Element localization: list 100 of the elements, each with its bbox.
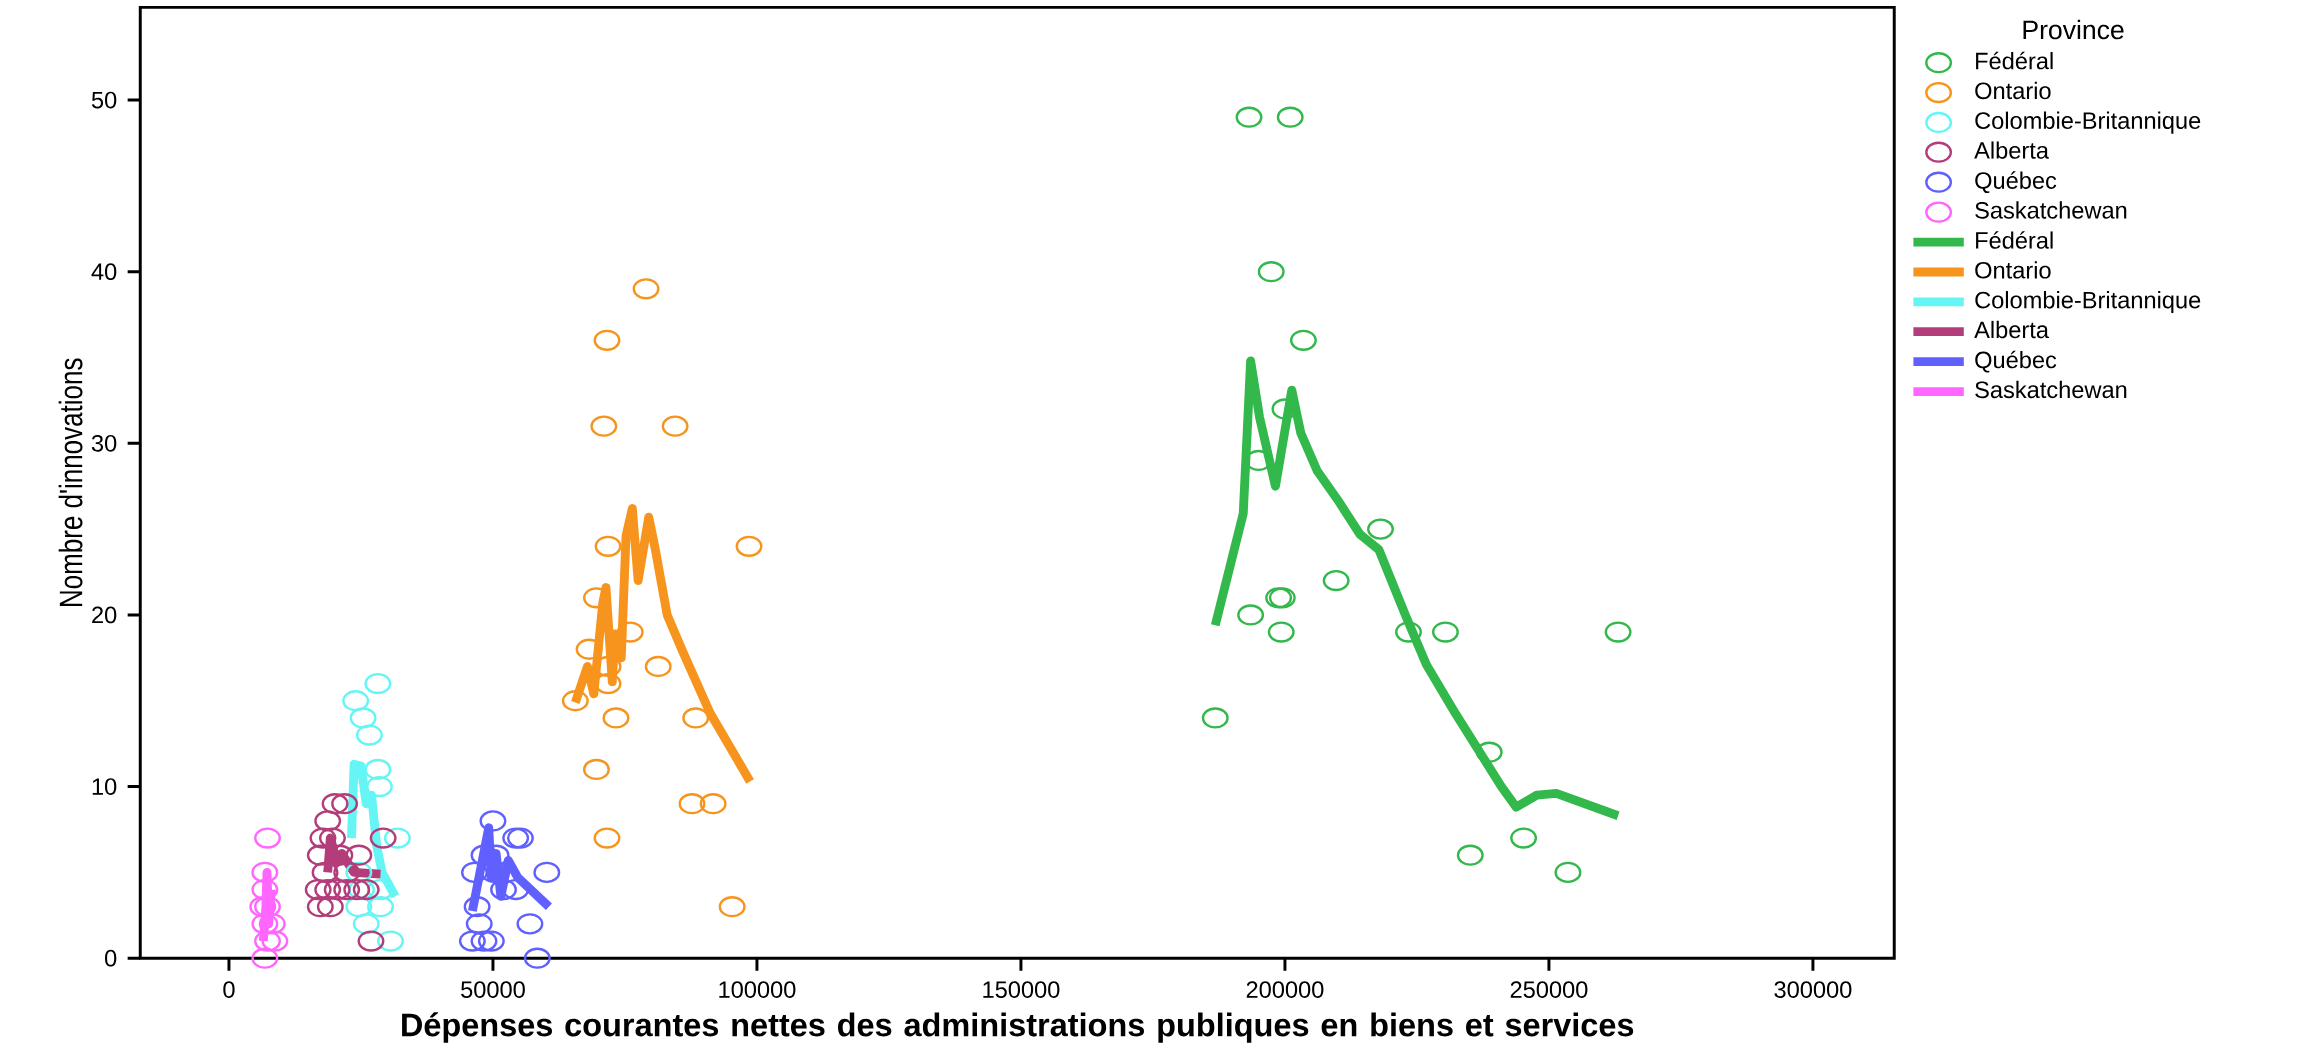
point xyxy=(461,861,488,884)
point xyxy=(342,690,370,712)
point xyxy=(602,707,630,729)
legend-label: Fédéral xyxy=(1976,231,2053,249)
point xyxy=(502,879,530,901)
point xyxy=(343,879,371,901)
point xyxy=(699,793,727,815)
legend-label: Saskatchewan xyxy=(1975,380,2127,399)
x-axis-title: Dépenses courantes nettes des administrations publiques en biens et services xyxy=(402,1012,1634,1044)
point xyxy=(254,827,281,849)
legend-title: Province xyxy=(2023,19,2124,40)
point xyxy=(682,707,710,729)
x-tick-label: 50000 xyxy=(461,981,525,999)
point xyxy=(261,930,289,952)
point xyxy=(251,913,279,935)
point xyxy=(1367,518,1394,540)
point xyxy=(377,930,404,952)
point xyxy=(364,758,392,781)
point xyxy=(345,861,373,884)
point xyxy=(644,656,672,678)
point xyxy=(364,673,392,695)
point xyxy=(365,776,393,798)
y-tick-label: 30 xyxy=(91,435,117,452)
point xyxy=(479,810,507,832)
point xyxy=(254,930,281,952)
y-axis-title: Nombre d'innovations xyxy=(58,358,83,607)
point xyxy=(367,896,394,918)
point xyxy=(304,879,332,901)
point xyxy=(258,913,286,935)
point xyxy=(348,879,375,901)
point xyxy=(1456,844,1484,867)
point xyxy=(1431,621,1459,643)
point xyxy=(318,827,346,849)
point xyxy=(463,896,491,918)
point xyxy=(321,793,349,815)
y-tick-label: 20 xyxy=(92,606,117,624)
point xyxy=(1276,106,1304,129)
point xyxy=(516,913,544,935)
y-tick-label: 10 xyxy=(92,778,117,796)
point xyxy=(1201,707,1229,729)
point xyxy=(632,278,660,300)
point xyxy=(369,827,397,849)
point xyxy=(367,879,394,901)
x-tick-label: 100000 xyxy=(719,981,796,999)
legend-label: Alberta xyxy=(1974,321,2049,339)
point xyxy=(735,535,763,558)
x-tick-label: 250000 xyxy=(1510,981,1588,999)
point xyxy=(251,879,279,901)
point xyxy=(254,896,281,918)
legend-label: Colombie-Britannique xyxy=(1975,291,2201,314)
point xyxy=(345,844,373,867)
legend-label: Fédéral xyxy=(1976,51,2053,70)
point xyxy=(616,621,644,643)
point xyxy=(718,896,746,918)
point xyxy=(533,861,561,884)
point xyxy=(593,827,621,849)
point xyxy=(1322,570,1350,592)
point xyxy=(1604,621,1632,643)
point xyxy=(1267,621,1295,643)
legend-label: Québec xyxy=(1975,350,2057,373)
point xyxy=(470,930,498,952)
point xyxy=(333,861,361,884)
point xyxy=(1475,741,1503,764)
legend-label: Colombie-Britannique xyxy=(1975,111,2201,134)
point xyxy=(661,415,689,437)
point xyxy=(314,879,342,901)
point xyxy=(490,879,517,901)
point xyxy=(594,535,622,558)
point xyxy=(1289,329,1317,352)
point xyxy=(323,879,351,901)
point xyxy=(349,707,377,729)
point xyxy=(251,861,279,884)
legend-label: Saskatchewan xyxy=(1975,201,2127,219)
point xyxy=(249,896,277,918)
point xyxy=(309,827,337,849)
y-tick-label: 50 xyxy=(91,91,117,109)
point xyxy=(1395,621,1422,643)
point xyxy=(477,930,505,952)
point xyxy=(333,879,361,901)
point xyxy=(316,896,344,918)
x-tick-label: 200000 xyxy=(1246,981,1324,999)
point xyxy=(1237,604,1265,626)
point xyxy=(523,947,551,970)
x-tick-label: 300000 xyxy=(1774,981,1852,999)
point xyxy=(331,793,359,815)
point xyxy=(383,827,411,849)
point xyxy=(678,793,706,815)
point xyxy=(251,947,279,970)
legend-label: Ontario xyxy=(1975,82,2051,100)
x-tick-label: 150000 xyxy=(983,981,1060,999)
point xyxy=(561,690,589,712)
point xyxy=(357,930,385,952)
point xyxy=(311,861,339,884)
point xyxy=(306,896,334,918)
point xyxy=(345,896,373,918)
point xyxy=(1510,827,1538,849)
legend-label: Ontario xyxy=(1975,261,2051,279)
legend-label: Alberta xyxy=(1974,141,2049,160)
point xyxy=(458,930,486,952)
point xyxy=(355,724,383,746)
